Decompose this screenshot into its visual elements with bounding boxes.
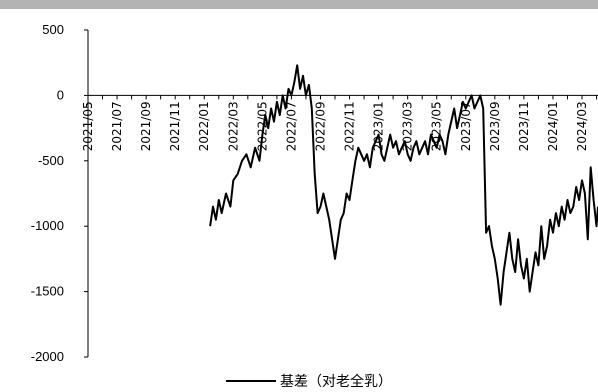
x-axis-ticks: 2021/05 2021/07 2021/09 2021/11 2022/01 2022/…	[81, 95, 598, 151]
x-tick-label: 2021/09	[139, 101, 153, 151]
x-tick-label: 2023/07	[459, 101, 473, 151]
y-tick-label: 500	[42, 22, 64, 37]
top-border-bar	[0, 0, 598, 9]
x-tick-label: 2022/07	[284, 101, 298, 151]
x-tick-label: 2023/11	[517, 101, 531, 151]
x-tick-label: 2023/01	[372, 101, 386, 151]
x-tick-label: 2021/07	[110, 101, 124, 151]
x-tick-label: 2022/05	[255, 101, 269, 151]
x-tick-label: 2023/09	[488, 101, 502, 151]
x-tick-label: 2021/11	[168, 101, 182, 151]
x-tick-label: 2022/01	[197, 101, 211, 151]
x-tick-label: 2024/03	[575, 101, 589, 151]
y-tick-label: -500	[38, 153, 64, 168]
y-tick-label: -2000	[31, 349, 64, 364]
x-tick-label: 2022/11	[343, 101, 357, 151]
y-tick-label: -1000	[31, 218, 64, 233]
y-tick-label: -1500	[31, 284, 64, 299]
series-line-basis	[209, 64, 598, 306]
y-tick-label: 0	[57, 87, 64, 102]
x-tick-label: 2024/01	[546, 101, 560, 151]
legend-label: 基差（对老全乳）	[280, 373, 392, 390]
y-axis-ticks: 500 0 -500 -1000 -1500 -2000	[31, 22, 88, 364]
legend: 基差（对老全乳）	[226, 373, 392, 390]
x-tick-label: 2022/03	[226, 101, 240, 151]
x-tick-label: 2022/09	[313, 101, 327, 151]
x-tick-label: 2023/03	[401, 101, 415, 151]
